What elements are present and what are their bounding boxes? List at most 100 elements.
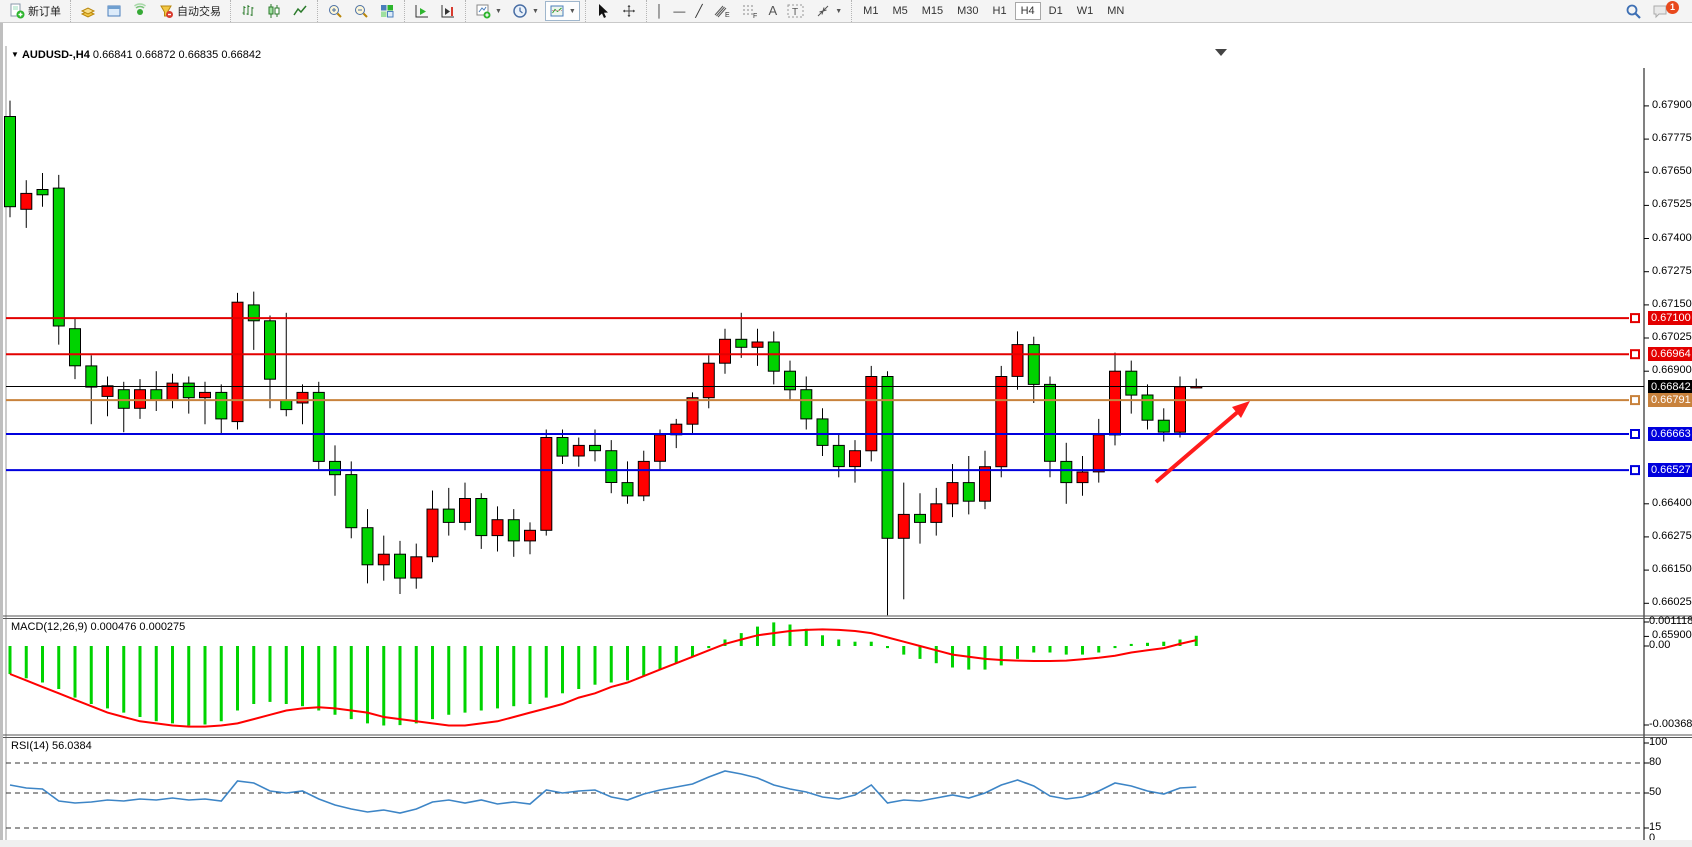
text-label-icon: T (787, 4, 804, 18)
vertical-line-icon: │ (655, 4, 664, 18)
rsi-axis-label: 100 (1649, 736, 1668, 748)
auto-trading-label: 自动交易 (177, 6, 221, 18)
toolbar-group-timeframes: M1 M5 M15 M30 H1 H4 D1 W1 MN (851, 0, 1135, 22)
timeframe-button-W1[interactable]: W1 (1076, 5, 1094, 17)
price-line-label: 0.66791 (1648, 393, 1692, 407)
auto-trading-button[interactable]: 自动交易 (154, 1, 225, 21)
price-axis-tick: 0.66150 (1652, 563, 1692, 575)
macd-histogram-series (8, 622, 1198, 726)
trendline-button[interactable]: ╱ (691, 3, 706, 19)
price-axis-tick: 0.67900 (1652, 99, 1692, 111)
line-end-marker (1630, 313, 1640, 324)
arrow-annotation-head (1232, 401, 1250, 418)
main-toolbar: 新订单 自动交易 ▼ ▼ ▼ (0, 0, 1692, 23)
svg-text:E: E (725, 12, 730, 19)
tile-windows-icon (381, 5, 394, 18)
toolbar-group-right: 1 (1616, 0, 1692, 22)
notifications-button[interactable]: 1 (1648, 0, 1683, 22)
new-chart-button[interactable]: ▼ (471, 1, 506, 21)
new-chart-caret: ▼ (495, 7, 502, 15)
candles-series (4, 100, 1203, 616)
cursor-button[interactable] (591, 1, 615, 21)
timeframe-button-M30[interactable]: M30 (957, 5, 979, 17)
vertical-line-button[interactable]: │ (652, 3, 668, 19)
new-order-label: 新订单 (28, 6, 61, 18)
timeframe-button-D1[interactable]: D1 (1048, 5, 1063, 17)
navigator-button[interactable] (102, 1, 126, 21)
line-end-marker (1630, 465, 1640, 476)
bar-chart-button[interactable] (236, 1, 260, 21)
chart-canvas[interactable] (3, 23, 1692, 847)
window-bottom-edge (0, 840, 1692, 847)
periods-button[interactable]: ▼ (508, 1, 543, 21)
auto-scroll-button[interactable] (410, 1, 434, 21)
line-end-marker (1630, 429, 1640, 439)
toolbar-group-chart-type (230, 0, 317, 22)
timeframe-button-M15[interactable]: M15 (921, 5, 944, 17)
chart-symbol: AUDUSD-,H4 (21, 49, 90, 61)
auto-scroll-icon (415, 5, 428, 18)
text-button[interactable]: A (765, 3, 782, 19)
crosshair-icon (622, 5, 635, 17)
price-axis-tick: 0.66400 (1652, 497, 1692, 509)
chart-shift-marker (1215, 49, 1227, 56)
signals-button[interactable] (128, 1, 152, 21)
price-line-label: 0.66527 (1648, 463, 1692, 477)
price-axis-tick: 0.67150 (1652, 298, 1692, 310)
rsi-indicator-label: RSI(14) 56.0384 (11, 740, 92, 752)
search-icon (1626, 4, 1641, 19)
zoom-in-icon (329, 5, 342, 18)
zoom-in-button[interactable] (323, 1, 347, 21)
line-chart-button[interactable] (288, 1, 312, 21)
templates-caret: ▼ (568, 7, 576, 15)
rsi-line (9, 770, 1197, 814)
line-chart-icon (293, 5, 307, 16)
toolbar-group-cursor (584, 0, 646, 22)
timeframe-button-H4[interactable]: H4 (1014, 2, 1041, 20)
macd-signal-line (9, 628, 1197, 728)
svg-text:F: F (753, 13, 757, 19)
periods-icon (513, 4, 527, 18)
navigator-icon (107, 5, 121, 17)
rsi-axis-label: 0 (1649, 832, 1656, 844)
chart-shift-icon (441, 5, 454, 18)
trendline-icon: ╱ (695, 4, 703, 18)
search-button[interactable] (1621, 1, 1646, 22)
timeframe-button-H1[interactable]: H1 (992, 5, 1007, 17)
line-end-marker (1630, 395, 1640, 406)
channel-button[interactable]: E (709, 1, 735, 21)
chart-ohlc-values: 0.66841 0.66872 0.66835 0.66842 (92, 49, 262, 61)
rsi-axis-label: 80 (1649, 756, 1662, 768)
new-order-button[interactable]: 新订单 (5, 1, 65, 21)
cursor-icon (598, 4, 608, 18)
text-icon: A (768, 3, 778, 18)
toolbar-group-panels: 自动交易 (70, 0, 230, 22)
templates-button[interactable]: ▼ (544, 1, 580, 21)
timeframe-button-M5[interactable]: M5 (892, 5, 908, 17)
notification-badge: 1 (1666, 0, 1679, 14)
crosshair-button[interactable] (617, 1, 641, 21)
zoom-out-button[interactable] (349, 1, 373, 21)
fibonacci-icon: F (742, 5, 757, 19)
new-chart-icon (476, 4, 491, 19)
chart-shift-button[interactable] (436, 1, 460, 21)
timeframe-button-M1[interactable]: M1 (863, 5, 879, 17)
text-label-button[interactable]: T (783, 1, 809, 21)
macd-axis-label: 0.00 (1649, 639, 1671, 651)
macd-indicator-label: MACD(12,26,9) 0.000476 0.000275 (11, 621, 186, 633)
horizontal-line-button[interactable]: — (669, 3, 689, 19)
chart-title: ▼ AUDUSD-,H4 0.66841 0.66872 0.66835 0.6… (11, 49, 261, 61)
candlestick-chart-button[interactable] (262, 1, 286, 21)
tile-windows-button[interactable] (375, 1, 399, 21)
toolbar-group-zoom (317, 0, 404, 22)
arrows-button[interactable]: ▼ (811, 1, 846, 21)
timeframe-button-MN[interactable]: MN (1107, 5, 1125, 17)
market-watch-button[interactable] (76, 1, 100, 21)
candlestick-chart-icon (268, 4, 280, 18)
periods-caret: ▼ (531, 7, 539, 15)
fibonacci-button[interactable]: F (737, 1, 763, 21)
arrow-annotation (1154, 408, 1242, 484)
signals-icon (134, 3, 146, 15)
collapse-triangle-icon[interactable]: ▼ (11, 50, 19, 59)
